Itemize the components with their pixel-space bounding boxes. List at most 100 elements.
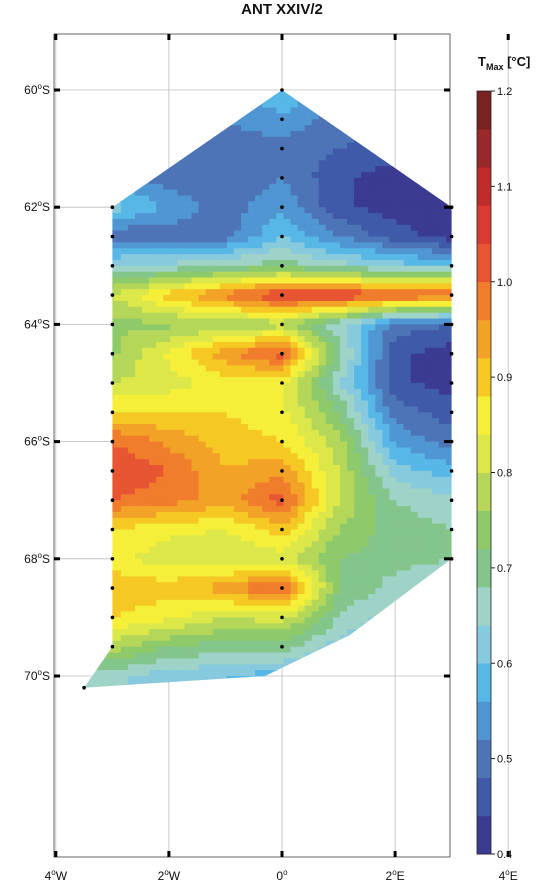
field-cell	[205, 541, 214, 548]
field-cell	[84, 172, 87, 179]
field-cell	[290, 230, 299, 238]
field-cell	[297, 318, 306, 325]
field-cell	[191, 588, 200, 595]
field-cell	[177, 576, 186, 583]
field-cell	[135, 248, 143, 255]
field-cell	[248, 500, 256, 507]
field-cell	[248, 371, 256, 378]
field-cell	[156, 113, 164, 120]
field-cell	[375, 465, 383, 472]
field-cell	[149, 224, 157, 232]
field-cell	[120, 541, 129, 548]
field-cell	[347, 500, 355, 507]
field-cell	[340, 113, 348, 120]
field-cell	[438, 265, 447, 273]
field-cell	[113, 347, 122, 355]
field-cell	[248, 529, 256, 536]
field-cell	[85, 459, 94, 466]
field-cell	[269, 218, 277, 226]
field-cell	[99, 166, 108, 173]
field-cell	[325, 582, 334, 589]
field-cell	[410, 148, 419, 156]
field-cell	[226, 172, 235, 179]
field-cell	[92, 289, 101, 296]
field-cell	[283, 412, 292, 419]
field-cell	[184, 588, 193, 595]
field-cell	[135, 564, 143, 572]
field-cell	[276, 506, 284, 513]
field-cell	[212, 459, 221, 466]
field-cell	[113, 324, 122, 331]
field-cell	[198, 611, 207, 618]
field-cell	[99, 365, 108, 372]
field-cell	[347, 306, 355, 314]
field-cell	[212, 406, 221, 413]
field-cell	[276, 500, 284, 507]
field-cell	[340, 119, 348, 126]
field-cell	[431, 506, 440, 513]
field-cell	[340, 230, 348, 238]
field-cell	[424, 453, 433, 460]
field-cell	[403, 207, 412, 214]
field-cell	[297, 529, 306, 536]
field-cell	[191, 453, 200, 460]
field-cell	[205, 242, 214, 249]
field-cell	[424, 564, 433, 572]
field-cell	[347, 131, 355, 138]
field-cell	[453, 137, 461, 144]
field-cell	[92, 283, 101, 290]
field-cell	[92, 136, 101, 144]
field-cell	[85, 160, 94, 167]
field-cell	[127, 271, 136, 279]
field-cell	[205, 365, 214, 372]
field-cell	[142, 301, 150, 308]
field-cell	[318, 318, 327, 325]
field-cell	[219, 418, 228, 425]
field-cell	[375, 107, 383, 115]
field-cell	[149, 183, 157, 191]
field-cell	[156, 459, 164, 466]
field-cell	[241, 365, 249, 372]
field-cell	[311, 342, 320, 349]
field-cell	[382, 177, 391, 185]
field-cell	[113, 306, 122, 314]
field-cell	[255, 465, 263, 472]
field-cell	[304, 359, 313, 367]
field-cell	[417, 160, 426, 167]
field-cell	[92, 236, 101, 243]
field-cell	[389, 324, 398, 331]
field-cell	[255, 394, 263, 402]
field-cell	[191, 201, 200, 208]
field-cell	[276, 160, 284, 167]
field-cell	[135, 201, 143, 208]
field-cell	[92, 511, 101, 519]
field-cell	[233, 388, 242, 396]
field-cell	[389, 301, 398, 308]
field-cell	[142, 312, 150, 320]
field-cell	[120, 277, 129, 284]
field-cell	[290, 248, 299, 255]
field-cell	[311, 347, 320, 355]
field-cell	[85, 101, 94, 109]
field-cell	[325, 377, 334, 384]
field-cell	[446, 435, 452, 443]
field-cell	[106, 254, 115, 261]
field-cell	[311, 564, 320, 572]
field-cell	[262, 160, 270, 167]
field-cell	[304, 611, 313, 618]
field-cell	[219, 301, 228, 308]
field-cell	[297, 265, 306, 273]
field-cell	[226, 388, 235, 396]
field-cell	[297, 412, 306, 419]
field-cell	[142, 570, 150, 577]
field-cell	[269, 271, 277, 279]
field-cell	[241, 347, 249, 355]
field-cell	[184, 599, 193, 607]
field-cell	[410, 435, 419, 443]
field-cell	[177, 119, 186, 126]
field-cell	[170, 447, 178, 454]
field-cell	[283, 324, 292, 331]
field-cell	[318, 359, 327, 367]
field-cell	[212, 605, 221, 613]
field-cell	[332, 172, 341, 179]
